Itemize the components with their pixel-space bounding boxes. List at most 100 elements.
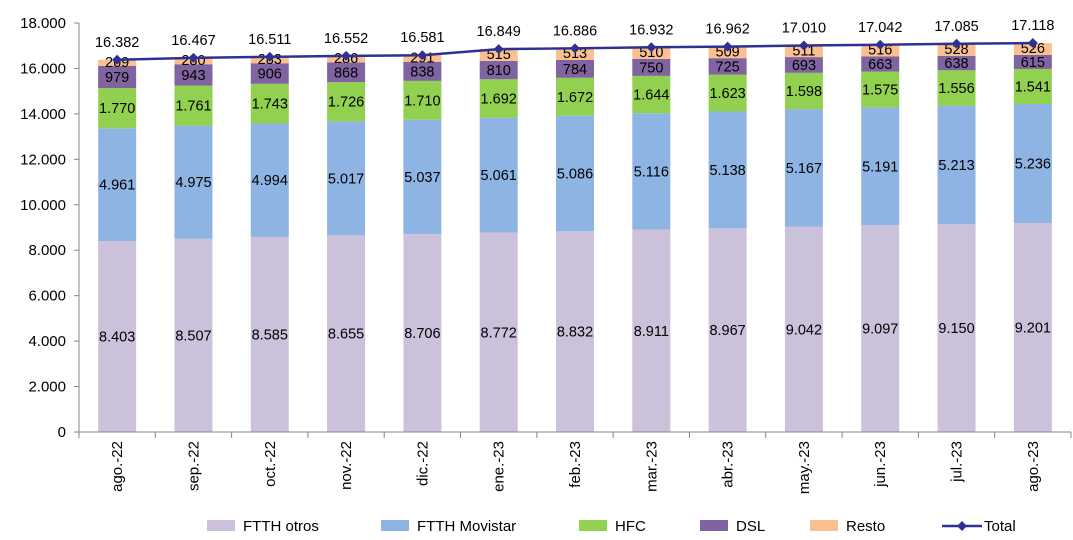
total-label: 16.581 <box>400 30 444 46</box>
bar-ftth-movistar <box>784 109 823 227</box>
bar-ftth-otros <box>174 238 213 432</box>
bar-ftth-movistar <box>327 121 366 236</box>
data-label: 1.692 <box>481 91 517 107</box>
total-label: 17.085 <box>934 19 978 35</box>
x-tick-label: ene.-23 <box>491 441 508 492</box>
total-label: 16.467 <box>171 33 215 49</box>
legend-label: Total <box>984 518 1016 535</box>
bar-ftth-otros <box>708 228 747 432</box>
y-tick-label: 14.000 <box>20 106 66 123</box>
legend-label: DSL <box>736 518 765 535</box>
data-label: 8.655 <box>328 327 364 343</box>
legend-swatch <box>579 520 607 531</box>
data-label: 526 <box>1021 41 1045 57</box>
data-label: 725 <box>716 59 740 75</box>
total-point <box>722 41 733 52</box>
total-point <box>341 50 352 61</box>
bar-ftth-movistar <box>556 115 594 232</box>
data-label: 515 <box>487 47 511 63</box>
data-label: 5.116 <box>634 164 669 180</box>
bar-ftth-movistar <box>861 107 900 226</box>
data-label: 1.541 <box>1015 79 1051 95</box>
bar-hfc <box>861 71 900 108</box>
bar-hfc <box>250 83 289 124</box>
data-label: 1.623 <box>709 86 745 102</box>
data-label: 9.201 <box>1015 320 1051 336</box>
bars-layer <box>98 43 1052 432</box>
x-tick-label: jun.-23 <box>872 441 889 488</box>
bar-resto <box>708 46 747 59</box>
bar-ftth-otros <box>98 241 137 432</box>
legend-swatch <box>207 520 235 531</box>
total-point <box>875 39 886 50</box>
bar-hfc <box>937 70 976 106</box>
bar-ftth-movistar <box>250 123 289 237</box>
total-label: 16.962 <box>705 22 749 38</box>
legend-label: Resto <box>846 518 885 535</box>
data-label: 750 <box>639 60 663 76</box>
bar-ftth-movistar <box>1013 103 1052 223</box>
data-label: 1.743 <box>252 97 288 113</box>
axes-layer: 0 2.000 4.000 6.000 8.000 10.000 12.000 14.000 1… <box>20 15 1072 494</box>
data-label: 663 <box>868 57 892 73</box>
x-tick-label: feb.-23 <box>567 441 584 488</box>
data-label: 516 <box>868 43 892 59</box>
bar-resto <box>1013 43 1052 55</box>
bar-resto <box>861 44 900 57</box>
data-label: 4.975 <box>175 175 211 191</box>
data-label: 1.598 <box>786 84 822 100</box>
bar-resto <box>556 48 594 60</box>
data-label: 5.017 <box>328 171 364 187</box>
data-label: 979 <box>105 70 129 86</box>
total-point <box>1027 38 1038 49</box>
total-point <box>188 52 199 63</box>
bar-dsl <box>556 59 594 78</box>
data-label: 511 <box>792 43 815 59</box>
data-label: 8.507 <box>175 328 211 344</box>
bar-ftth-movistar <box>708 111 747 229</box>
y-tick-label: 0 <box>58 424 66 441</box>
data-label: 615 <box>1021 55 1045 71</box>
data-label: 5.191 <box>862 159 898 175</box>
bar-hfc <box>479 79 518 118</box>
bar-hfc <box>556 77 594 116</box>
data-label: 943 <box>181 68 205 84</box>
bar-ftth-otros <box>861 225 900 432</box>
bar-hfc <box>98 88 137 129</box>
bar-ftth-movistar <box>403 119 442 235</box>
bar-ftth-otros <box>937 224 976 432</box>
bar-dsl <box>937 55 976 71</box>
data-label: 784 <box>563 62 587 78</box>
bar-hfc <box>1013 68 1052 104</box>
bar-ftth-movistar <box>479 117 518 233</box>
bar-hfc <box>632 75 671 114</box>
bar-hfc <box>784 72 823 110</box>
data-labels-layer: 8.4034.9611.7709792698.5074.9751.7619432… <box>99 41 1051 346</box>
bar-resto <box>784 45 823 58</box>
data-label: 5.138 <box>709 163 745 179</box>
data-label: 513 <box>563 46 587 62</box>
legend-label: HFC <box>615 518 646 535</box>
data-label: 510 <box>639 45 663 61</box>
y-tick-label: 18.000 <box>20 15 66 32</box>
data-label: 1.770 <box>99 101 135 117</box>
legend-swatch <box>810 520 838 531</box>
bar-hfc <box>327 82 366 122</box>
data-label: 9.097 <box>862 322 898 338</box>
data-label: 1.726 <box>328 95 364 111</box>
data-label: 8.585 <box>252 327 288 343</box>
data-label: 1.575 <box>862 82 898 98</box>
legend-label: FTTH Movistar <box>417 518 516 535</box>
total-line-layer: 16.382 16.467 16.511 16.552 16.581 16.849 16.8… <box>95 18 1054 65</box>
data-label: 8.911 <box>634 324 669 340</box>
x-tick-label: dic.-22 <box>414 441 431 486</box>
total-label: 16.932 <box>629 22 673 38</box>
bar-ftth-movistar <box>174 125 213 239</box>
bar-ftth-otros <box>250 236 289 432</box>
bar-ftth-otros <box>327 235 366 432</box>
bar-hfc <box>403 80 442 120</box>
data-label: 5.167 <box>786 161 822 177</box>
data-label: 9.150 <box>938 321 974 337</box>
total-point <box>570 43 580 54</box>
